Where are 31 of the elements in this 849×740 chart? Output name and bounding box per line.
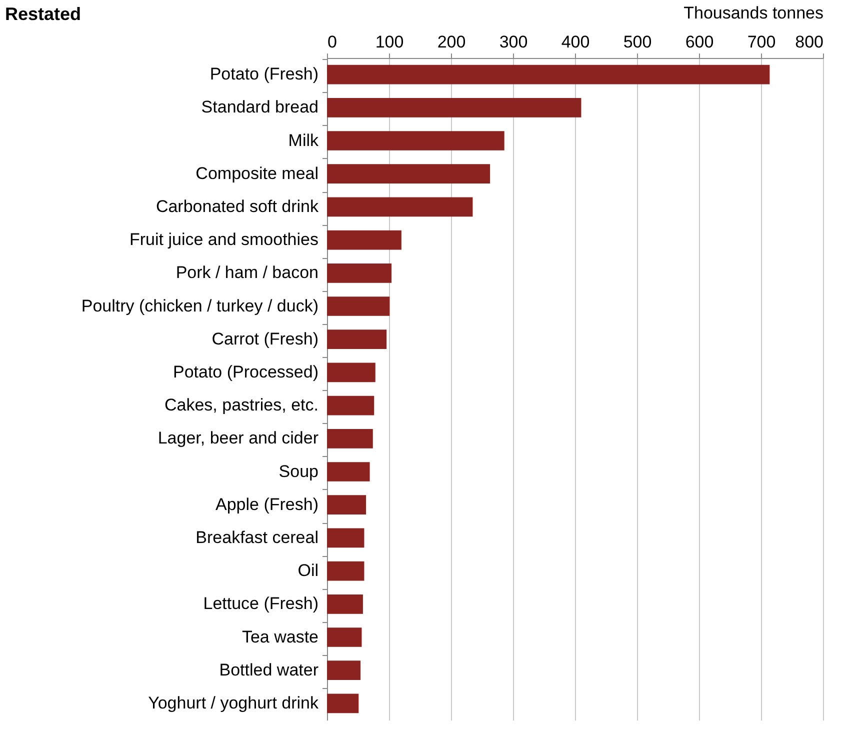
y-tick-label: Potato (Fresh) <box>210 64 318 84</box>
x-tick-label: 700 <box>747 32 776 52</box>
y-tick-label: Carrot (Fresh) <box>212 329 318 348</box>
y-tick-label: Standard bread <box>201 98 318 117</box>
x-tick-label: 0 <box>328 32 337 52</box>
y-tick-label: Tea waste <box>242 627 318 646</box>
y-tick-label: Yoghurt / yoghurt drink <box>148 693 319 712</box>
x-tick-label: 500 <box>623 32 652 52</box>
y-tick-label: Potato (Processed) <box>172 362 318 382</box>
y-tick-label: Carbonated soft drink <box>156 196 319 216</box>
x-tick-label: 100 <box>375 32 404 52</box>
x-tick-label: 600 <box>685 32 714 52</box>
y-tick-label: Poultry (chicken / turkey / duck) <box>81 296 318 316</box>
x-tick-label: 200 <box>437 32 466 52</box>
y-tick-label: Cakes, pastries, etc. <box>164 396 318 415</box>
text: Restated <box>5 4 82 24</box>
y-tick-label: Pork / ham / bacon <box>176 263 318 282</box>
y-tick-label: Oil <box>298 561 318 580</box>
y-tick-label: Fruit juice and smoothies <box>130 230 318 250</box>
y-tick-label: Milk <box>288 130 319 150</box>
y-tick-label: Lager, beer and cider <box>158 428 319 448</box>
y-tick-label: Lettuce (Fresh) <box>203 594 318 614</box>
y-tick-label: Composite meal <box>196 164 318 183</box>
y-tick-label: Bottled water <box>219 660 319 680</box>
y-tick-label: Soup <box>278 462 318 481</box>
y-tick-label: Apple (Fresh) <box>216 494 318 514</box>
y-tick-label: Breakfast cereal <box>196 528 318 547</box>
x-axis-title: Thousands tonnes <box>684 4 824 22</box>
x-tick-label: 300 <box>499 32 528 52</box>
x-tick-label: 400 <box>561 32 590 52</box>
x-tick-label: 800 <box>795 32 824 52</box>
